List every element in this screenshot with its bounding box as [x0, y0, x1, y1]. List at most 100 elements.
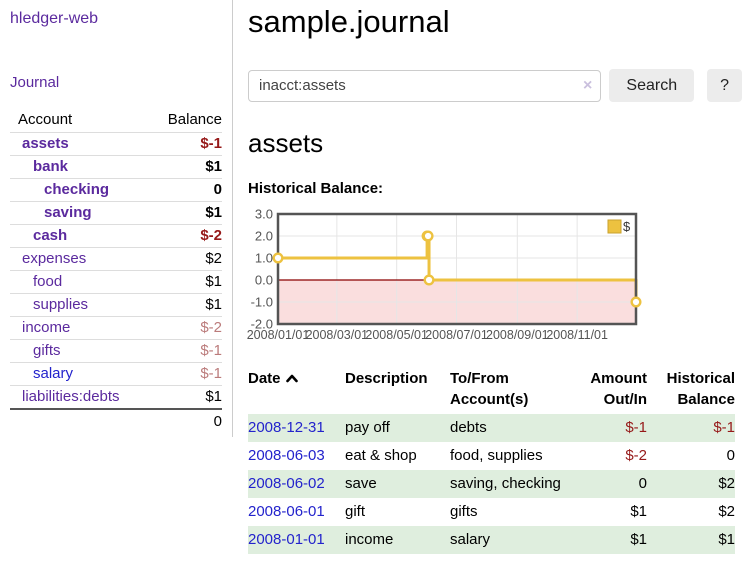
accounts-table: Account Balance assets $-1 bank $1 check… [10, 108, 222, 433]
transaction-amount: $-2 [625, 447, 647, 464]
transaction-accounts: salary [450, 531, 491, 548]
account-link[interactable]: saving [44, 204, 92, 221]
account-row: income $-2 [10, 316, 222, 340]
transaction-amount: $-1 [625, 419, 647, 436]
data-point-marker [422, 230, 434, 242]
data-point-marker [272, 252, 284, 264]
register-row: 2008-01-01 income salary $1 $1 [248, 526, 735, 554]
transaction-description: eat & shop [345, 447, 417, 464]
account-row: checking 0 [10, 178, 222, 202]
main-content: sample.journal × Search ? assets Histori… [233, 0, 742, 554]
description-column-header: Description [345, 370, 428, 387]
account-link[interactable]: expenses [22, 250, 87, 267]
account-balance: $-2 [200, 227, 222, 244]
search-input[interactable] [248, 69, 602, 102]
transaction-date-link[interactable]: 2008-06-02 [248, 475, 325, 492]
hledger-web-app: hledger-web Journal Account Balance asse… [0, 0, 742, 554]
account-link[interactable]: food [33, 273, 63, 290]
account-balance: $1 [205, 273, 222, 290]
sidebar: hledger-web Journal Account Balance asse… [0, 0, 233, 554]
transaction-accounts: saving, checking [450, 475, 561, 492]
chart-heading: Historical Balance: [248, 180, 384, 197]
account-link[interactable]: checking [44, 181, 110, 198]
account-row: cash $-2 [10, 224, 222, 248]
app-title-link[interactable]: hledger-web [10, 10, 99, 27]
account-balance: $-1 [200, 135, 222, 152]
register-row: 2008-06-01 gift gifts $1 $2 [248, 498, 735, 526]
balance-column-header: Balance [167, 111, 222, 128]
transaction-date-link[interactable]: 2008-06-03 [248, 447, 325, 464]
balance-column-header-register: Historical Balance [666, 370, 735, 408]
y-tick-label: 1.0 [255, 251, 273, 266]
account-link[interactable]: gifts [33, 342, 61, 359]
accounts-column-header: To/From Account(s) [450, 370, 529, 408]
transaction-description: save [345, 475, 377, 492]
y-tick-label: 0.0 [255, 273, 273, 288]
journal-link[interactable]: Journal [10, 74, 60, 91]
account-row: liabilities:debts $1 [10, 385, 222, 410]
plot-border [276, 212, 638, 326]
transaction-date-link[interactable]: 2008-12-31 [248, 419, 325, 436]
data-point-marker [423, 274, 435, 286]
amount-column-header: Amount Out/In [590, 370, 647, 408]
account-balance: $1 [205, 158, 222, 175]
transaction-accounts: debts [450, 419, 487, 436]
account-heading: assets [248, 128, 324, 158]
account-balance: $1 [205, 204, 222, 221]
transaction-accounts: gifts [450, 503, 478, 520]
accounts-header-row: Account Balance [10, 108, 222, 133]
account-balance: $1 [205, 388, 222, 405]
search-input-wrap: × [248, 69, 602, 102]
accounts-total-value: 0 [151, 408, 222, 433]
x-tick-label: 2008/09/01 [486, 328, 549, 342]
transaction-description: income [345, 531, 394, 548]
sidebar-divider [232, 0, 233, 437]
search-button[interactable]: Search [609, 69, 695, 102]
account-row: expenses $2 [10, 247, 222, 271]
transaction-date-link[interactable]: 2008-01-01 [248, 531, 325, 548]
search-form: × Search ? [248, 69, 742, 102]
clear-search-icon[interactable]: × [583, 76, 593, 94]
account-link[interactable]: supplies [33, 296, 89, 313]
help-button[interactable]: ? [707, 69, 742, 102]
account-link[interactable]: income [22, 319, 71, 336]
transaction-date-link[interactable]: 2008-06-01 [248, 503, 325, 520]
account-balance: 0 [213, 181, 222, 198]
account-link[interactable]: liabilities:debts [22, 388, 120, 405]
spacer [10, 408, 152, 433]
account-link[interactable]: assets [22, 135, 69, 152]
transaction-balance: $-1 [713, 419, 735, 436]
account-balance: $2 [205, 250, 222, 267]
account-row: salary $-1 [10, 362, 222, 386]
register-table: Date Description To/From Account(s) Amou… [248, 366, 735, 554]
legend-label: $ [623, 219, 631, 234]
account-row: food $1 [10, 270, 222, 294]
date-column-header[interactable]: Date [248, 366, 345, 414]
account-link[interactable]: salary [33, 365, 74, 382]
register-row: 2008-06-03 eat & shop food, supplies $-2… [248, 442, 735, 470]
account-balance: $-2 [200, 319, 222, 336]
y-tick-label: -2.0 [251, 317, 273, 332]
legend-swatch [607, 219, 622, 234]
account-row: gifts $-1 [10, 339, 222, 363]
account-row: supplies $1 [10, 293, 222, 317]
account-balance: $-1 [200, 365, 222, 382]
account-balance: $1 [205, 296, 222, 313]
y-tick-label: 3.0 [255, 207, 273, 222]
sort-ascending-icon [285, 368, 299, 389]
historical-balance-chart: $3.0 2.0 1.0 0.0 -1.0 -2.02008/01/012008/03/0… [247, 207, 642, 342]
account-link[interactable]: bank [33, 158, 69, 175]
account-row: bank $1 [10, 155, 222, 179]
register-row: 2008-12-31 pay off debts $-1 $-1 [248, 414, 735, 442]
account-link[interactable]: cash [33, 227, 68, 244]
transaction-description: pay off [345, 419, 390, 436]
transaction-balance: 0 [726, 447, 735, 464]
account-column-header: Account [18, 111, 73, 128]
transaction-amount: 0 [638, 475, 647, 492]
x-tick-label: 2008/07/01 [425, 328, 488, 342]
x-tick-label: 2008/01/01 [247, 328, 310, 342]
accounts-total-row: 0 [10, 408, 222, 433]
transaction-balance: $2 [718, 475, 735, 492]
x-tick-label: 2008/11/01 [546, 328, 608, 342]
register-header-row: Date Description To/From Account(s) Amou… [248, 366, 735, 414]
